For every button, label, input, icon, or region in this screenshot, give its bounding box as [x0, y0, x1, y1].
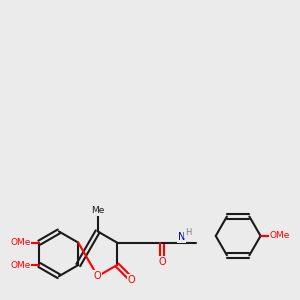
Text: O: O: [94, 271, 101, 281]
Text: OMe: OMe: [10, 238, 31, 247]
Text: N: N: [178, 232, 185, 242]
Text: H: H: [185, 228, 191, 237]
Text: O: O: [158, 257, 166, 267]
Text: Me: Me: [91, 206, 104, 215]
Text: OMe: OMe: [269, 231, 290, 240]
Text: O: O: [128, 274, 136, 285]
Text: OMe: OMe: [10, 260, 31, 269]
